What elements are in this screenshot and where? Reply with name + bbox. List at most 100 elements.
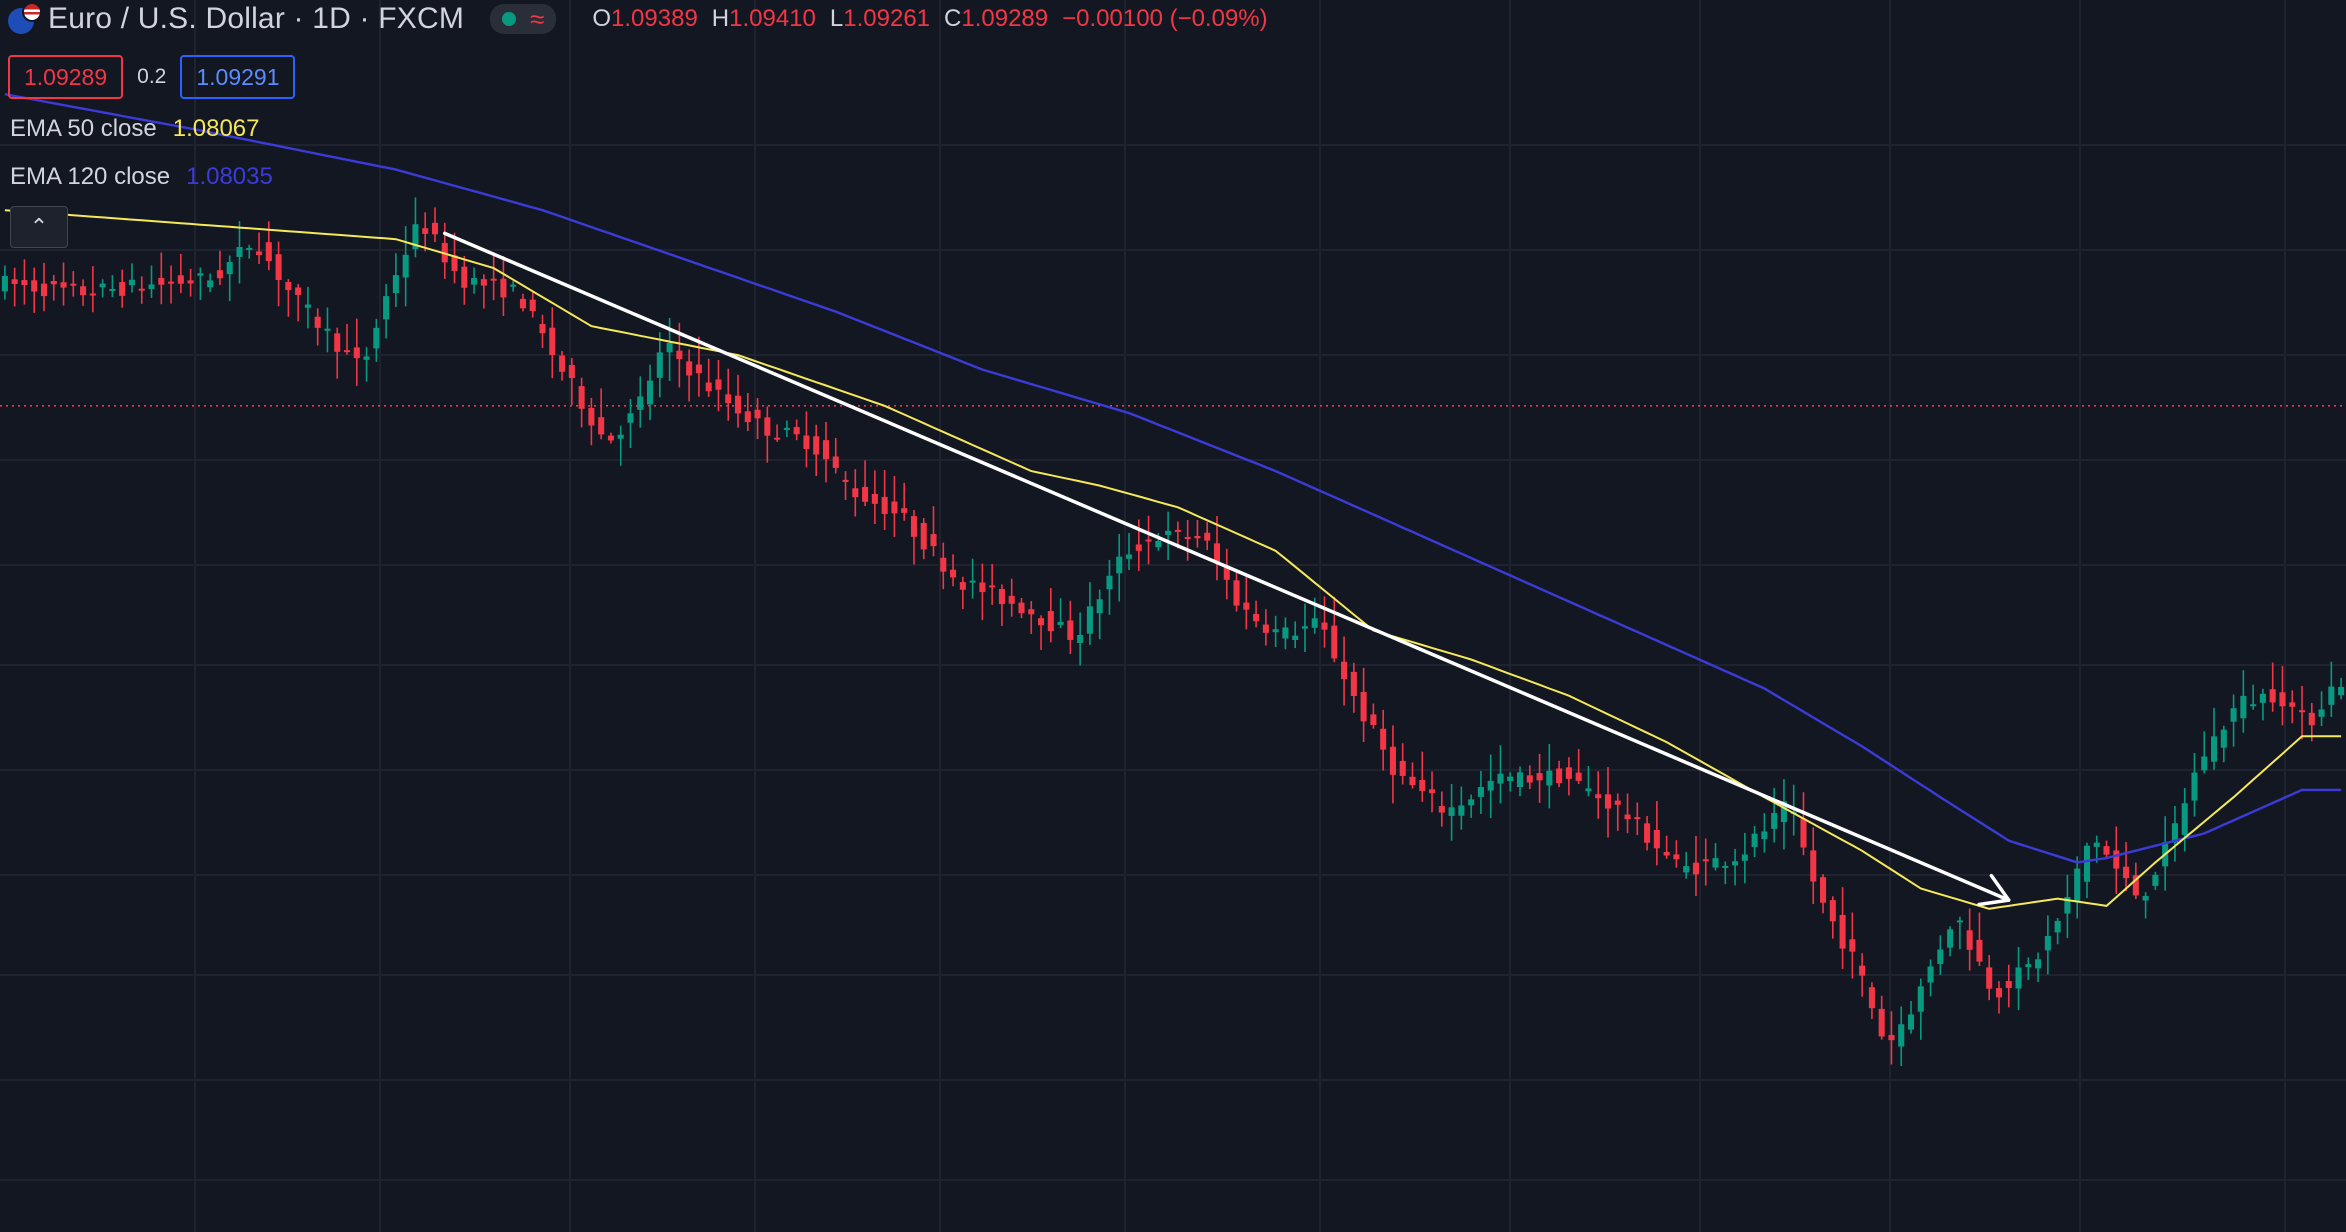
candle-body — [539, 324, 546, 334]
candle-body — [1927, 966, 1934, 983]
candle-body — [353, 347, 360, 359]
candle-body — [510, 284, 517, 287]
candle-body — [2064, 896, 2071, 914]
candle-body — [852, 488, 859, 498]
trendline[interactable] — [443, 231, 2011, 902]
candle-body — [1380, 728, 1387, 750]
candle-body — [1673, 854, 1680, 860]
candle-body — [588, 407, 595, 426]
candle-body — [920, 522, 927, 550]
candle-body — [431, 222, 439, 235]
candle-body — [70, 283, 77, 286]
candle-body — [31, 280, 38, 292]
candle-body — [1487, 780, 1494, 791]
low-value: 1.09261 — [843, 5, 931, 32]
sell-button[interactable]: 1.09289 — [8, 55, 124, 99]
candle-body — [40, 283, 48, 297]
candle-body — [607, 435, 614, 441]
ohlc-values: O 1.09389 H 1.09410 L 1.09261 C 1.09289 −0.0… — [592, 5, 1267, 33]
candle-body — [1937, 949, 1944, 964]
candle-body — [598, 417, 605, 435]
ema-50-line — [4, 209, 2342, 910]
candle-body — [1722, 865, 1729, 868]
candle-body — [1829, 900, 1836, 922]
candle-body — [392, 275, 399, 294]
candle-body — [754, 409, 761, 419]
candle-body — [1184, 536, 1191, 539]
candle-body — [1165, 530, 1172, 535]
buy-button[interactable]: 1.09291 — [180, 55, 296, 99]
candle-body — [1086, 606, 1093, 634]
candle-body — [2259, 693, 2266, 703]
candle-body — [99, 283, 106, 288]
candle-body — [109, 289, 116, 292]
candle-body — [1321, 622, 1328, 630]
indicator-ema-120[interactable]: EMA 120 close 1.08035 — [10, 163, 273, 191]
candle-body — [1751, 833, 1758, 847]
candle-body — [1458, 805, 1465, 816]
high-label: H — [711, 5, 730, 32]
candle-body — [1741, 854, 1748, 861]
candle-body — [2171, 823, 2178, 843]
candle-body — [1419, 779, 1426, 791]
low-label: L — [829, 5, 844, 32]
candle-body — [1350, 671, 1357, 696]
candle-body — [2074, 868, 2081, 902]
candle-body — [1233, 580, 1240, 606]
candle-body — [343, 350, 351, 353]
spread-value: 0.2 — [137, 65, 167, 88]
candle-body — [2123, 866, 2130, 879]
candle-body — [1028, 609, 1035, 615]
candle-body — [285, 282, 292, 291]
candle-body — [373, 327, 380, 349]
candle-body — [715, 379, 722, 390]
candle-body — [656, 352, 663, 378]
candle-body — [764, 417, 771, 436]
candle-body — [2289, 702, 2296, 707]
candle-body — [451, 255, 458, 271]
candle-body — [2044, 936, 2051, 951]
trendline-arrow[interactable] — [443, 231, 2011, 907]
candle-body — [783, 427, 790, 430]
candle-body — [891, 501, 898, 514]
candle-body — [578, 386, 585, 409]
candle-body — [910, 516, 917, 537]
candle-body — [119, 282, 126, 296]
candle-body — [471, 278, 478, 285]
indicator-ema-50[interactable]: EMA 50 close 1.08067 — [10, 115, 260, 143]
candle-body — [1868, 987, 1875, 1009]
candle-body — [1761, 831, 1768, 840]
candle-body — [2142, 895, 2149, 901]
candle-body — [2191, 772, 2198, 801]
candle-body — [1634, 817, 1641, 820]
candle-body — [734, 395, 742, 414]
candle-body — [744, 411, 751, 423]
candle-body — [1135, 544, 1142, 551]
candle-body — [1604, 794, 1612, 809]
candle-body — [774, 437, 781, 440]
candle-body — [1966, 930, 1973, 950]
candle-body — [1096, 599, 1103, 614]
symbol-title[interactable]: Euro / U.S. Dollar · 1D · FXCM — [48, 2, 465, 35]
candle-body — [1536, 773, 1543, 781]
candle-body — [803, 435, 810, 450]
candle-body — [2338, 686, 2345, 696]
candle-body — [1556, 768, 1563, 784]
market-status[interactable]: ≈ — [490, 4, 557, 34]
candle-body — [1311, 618, 1318, 628]
candle-body — [1370, 714, 1377, 726]
candle-body — [529, 299, 536, 312]
indicator-name: EMA 50 close — [10, 115, 157, 142]
market-open-dot-icon — [502, 12, 517, 26]
chevron-up-icon: ⌃ — [29, 214, 49, 239]
candle-body — [2103, 846, 2110, 855]
candle-body — [1301, 626, 1308, 629]
candle-body — [314, 316, 321, 328]
candle-body — [1008, 595, 1015, 604]
candle-body — [2005, 981, 2012, 989]
candle-body — [461, 266, 468, 288]
candle-body — [1976, 939, 1983, 962]
collapse-legend-button[interactable]: ⌃ — [10, 206, 68, 248]
candle-body — [2250, 704, 2257, 707]
